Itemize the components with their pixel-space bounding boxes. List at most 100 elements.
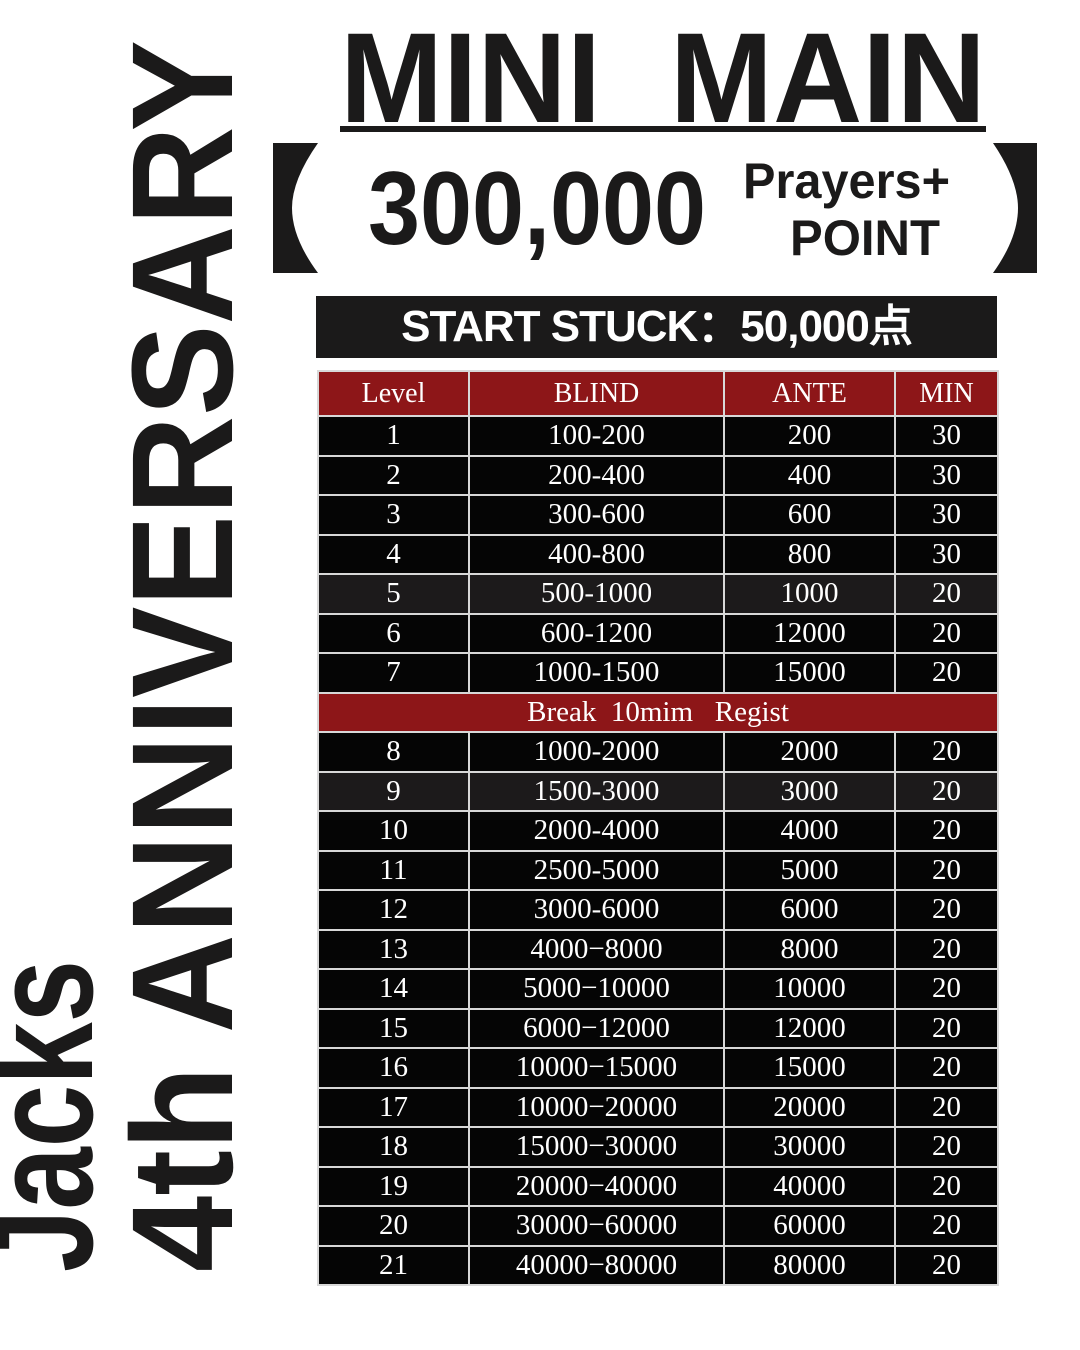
- cell-level: 14: [317, 968, 470, 1010]
- table-row: 8 1000-2000 2000 20: [317, 731, 999, 773]
- cell-ante: 60000: [723, 1205, 896, 1247]
- table-row: 13 4000−8000 8000 20: [317, 928, 999, 970]
- table-row: 18 15000−30000 30000 20: [317, 1126, 999, 1168]
- prize-unit-line2: POINT: [790, 210, 940, 266]
- header-ante: ANTE: [723, 370, 896, 417]
- cell-min: 20: [894, 1165, 999, 1207]
- prize-unit-line1: Prayers+: [743, 153, 950, 209]
- cell-blind: 3000-6000: [468, 889, 725, 931]
- cell-ante: 400: [723, 454, 896, 496]
- side-title-jacks: Jacks: [0, 960, 123, 1272]
- cell-ante: 15000: [723, 652, 896, 694]
- cell-min: 20: [894, 731, 999, 773]
- table-row: 21 40000−80000 80000 20: [317, 1244, 999, 1286]
- left-bracket: [273, 143, 318, 273]
- table-row: 15 6000−12000 12000 20: [317, 1007, 999, 1049]
- cell-level: 16: [317, 1047, 470, 1089]
- cell-blind: 300-600: [468, 494, 725, 536]
- cell-blind: 100-200: [468, 415, 725, 457]
- cell-min: 30: [894, 533, 999, 575]
- cell-ante: 12000: [723, 612, 896, 654]
- title-underline: [340, 126, 986, 132]
- cell-ante: 4000: [723, 810, 896, 852]
- cell-ante: 20000: [723, 1086, 896, 1128]
- cell-level: 7: [317, 652, 470, 694]
- right-bracket: [993, 143, 1037, 273]
- cell-ante: 30000: [723, 1126, 896, 1168]
- cell-level: 12: [317, 889, 470, 931]
- cell-min: 20: [894, 810, 999, 852]
- cell-ante: 40000: [723, 1165, 896, 1207]
- table-row: 17 10000−20000 20000 20: [317, 1086, 999, 1128]
- cell-level: 11: [317, 849, 470, 891]
- cell-level: 18: [317, 1126, 470, 1168]
- cell-min: 20: [894, 1244, 999, 1286]
- cell-blind: 40000−80000: [468, 1244, 725, 1286]
- table-row: 14 5000−10000 10000 20: [317, 968, 999, 1010]
- cell-ante: 1000: [723, 573, 896, 615]
- table-row: 19 20000−40000 40000 20: [317, 1165, 999, 1207]
- cell-level: 15: [317, 1007, 470, 1049]
- cell-blind: 400-800: [468, 533, 725, 575]
- cell-blind: 4000−8000: [468, 928, 725, 970]
- start-stack-banner: START STUCK：50,000点: [316, 296, 997, 358]
- side-title-anniversary: 4th ANNIVERSARY: [102, 40, 263, 1272]
- cell-blind: 1000-1500: [468, 652, 725, 694]
- cell-blind: 1000-2000: [468, 731, 725, 773]
- header-min: MIN: [894, 370, 999, 417]
- cell-level: 13: [317, 928, 470, 970]
- cell-level: 17: [317, 1086, 470, 1128]
- cell-blind: 2000-4000: [468, 810, 725, 852]
- cell-blind: 1500-3000: [468, 770, 725, 812]
- cell-level: 6: [317, 612, 470, 654]
- cell-level: 3: [317, 494, 470, 536]
- cell-level: 8: [317, 731, 470, 773]
- cell-blind: 600-1200: [468, 612, 725, 654]
- cell-level: 1: [317, 415, 470, 457]
- cell-blind: 30000−60000: [468, 1205, 725, 1247]
- cell-min: 20: [894, 1007, 999, 1049]
- cell-ante: 3000: [723, 770, 896, 812]
- cell-level: 20: [317, 1205, 470, 1247]
- cell-min: 20: [894, 849, 999, 891]
- table-row: 5 500-1000 1000 20: [317, 573, 999, 615]
- table-row: 16 10000−15000 15000 20: [317, 1047, 999, 1089]
- cell-level: 4: [317, 533, 470, 575]
- table-row: 11 2500-5000 5000 20: [317, 849, 999, 891]
- cell-min: 20: [894, 770, 999, 812]
- cell-ante: 2000: [723, 731, 896, 773]
- cell-ante: 5000: [723, 849, 896, 891]
- table-row: 10 2000-4000 4000 20: [317, 810, 999, 852]
- cell-min: 20: [894, 1205, 999, 1247]
- cell-min: 20: [894, 1047, 999, 1089]
- cell-ante: 80000: [723, 1244, 896, 1286]
- header-level: Level: [317, 370, 470, 417]
- table-row: 20 30000−60000 60000 20: [317, 1205, 999, 1247]
- cell-blind: 500-1000: [468, 573, 725, 615]
- cell-ante: 12000: [723, 1007, 896, 1049]
- header-blind: BLIND: [468, 370, 725, 417]
- cell-ante: 10000: [723, 968, 896, 1010]
- cell-blind: 6000−12000: [468, 1007, 725, 1049]
- cell-level: 5: [317, 573, 470, 615]
- cell-min: 30: [894, 415, 999, 457]
- table-row: 1 100-200 200 30: [317, 415, 999, 457]
- cell-level: 10: [317, 810, 470, 852]
- table-row: 7 1000-1500 15000 20: [317, 652, 999, 694]
- table-row: 6 600-1200 12000 20: [317, 612, 999, 654]
- cell-blind: 10000−15000: [468, 1047, 725, 1089]
- cell-ante: 800: [723, 533, 896, 575]
- table-row: 12 3000-6000 6000 20: [317, 889, 999, 931]
- cell-min: 20: [894, 612, 999, 654]
- cell-min: 30: [894, 454, 999, 496]
- cell-blind: 5000−10000: [468, 968, 725, 1010]
- cell-ante: 15000: [723, 1047, 896, 1089]
- cell-blind: 200-400: [468, 454, 725, 496]
- cell-level: 19: [317, 1165, 470, 1207]
- table-row: 2 200-400 400 30: [317, 454, 999, 496]
- cell-min: 20: [894, 968, 999, 1010]
- cell-min: 20: [894, 1086, 999, 1128]
- table-header-row: Level BLIND ANTE MIN: [317, 370, 999, 417]
- break-row: Break 10mim Regist: [317, 691, 999, 733]
